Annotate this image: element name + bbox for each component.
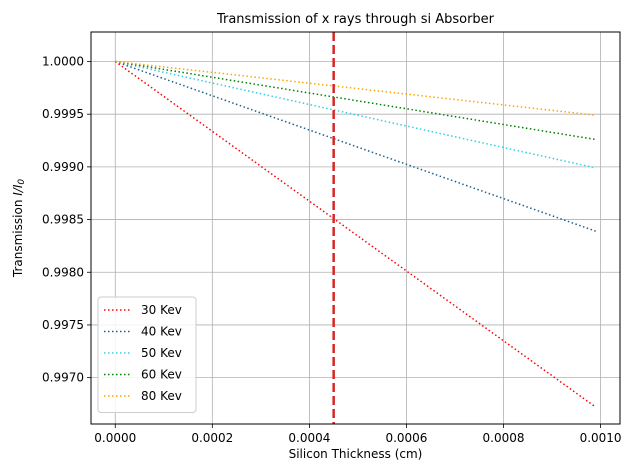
- series-line: [114, 60, 597, 408]
- y-tick-label: 0.9975: [42, 318, 84, 332]
- series-line: [115, 60, 596, 232]
- y-axis-label-subscript: 0: [17, 179, 27, 185]
- y-tick-label: 0.9995: [42, 107, 84, 121]
- legend-label: 50 Kev: [141, 346, 182, 360]
- x-axis-label: Silicon Thickness (cm): [289, 447, 423, 461]
- x-tick-label: 0.0002: [191, 431, 233, 445]
- y-axis-label-text: Transmission: [11, 196, 25, 278]
- series-line: [115, 60, 596, 141]
- x-tick-label: 0.0000: [94, 431, 136, 445]
- y-tick-label: 0.9970: [42, 371, 84, 385]
- y-tick-label: 1.0000: [42, 55, 84, 69]
- y-tick-label: 0.9980: [42, 265, 84, 279]
- legend-box: [97, 296, 197, 413]
- x-tick-label: 0.0004: [288, 431, 330, 445]
- grid: [91, 32, 620, 424]
- x-tick-label: 0.0010: [580, 431, 622, 445]
- y-tick-label: 0.9990: [42, 160, 84, 174]
- legend: 30 Kev 40 Kev 50 Kev 60 Kev 80 Kev: [97, 296, 197, 413]
- chart-title: Transmission of x rays through si Absorb…: [216, 12, 495, 27]
- axis-ticks: 0.0000 0.0002 0.0004 0.0006 0.0008 0.0010 0.99…: [42, 55, 622, 445]
- y-axis-label-math: I/I: [11, 184, 25, 196]
- x-tick-label: 0.0006: [385, 431, 427, 445]
- x-tick-label: 0.0008: [483, 431, 525, 445]
- plot-frame: [90, 31, 621, 425]
- series-line: [115, 60, 596, 116]
- legend-label: 80 Kev: [141, 389, 182, 403]
- series-lines: [114, 60, 597, 408]
- y-axis-label: Transmission I/I0: [11, 179, 27, 278]
- legend-label: 30 Kev: [141, 303, 182, 317]
- legend-label: 60 Kev: [141, 368, 182, 382]
- legend-label: 40 Kev: [141, 325, 182, 339]
- y-tick-label: 0.9985: [42, 213, 84, 227]
- series-line: [115, 60, 596, 169]
